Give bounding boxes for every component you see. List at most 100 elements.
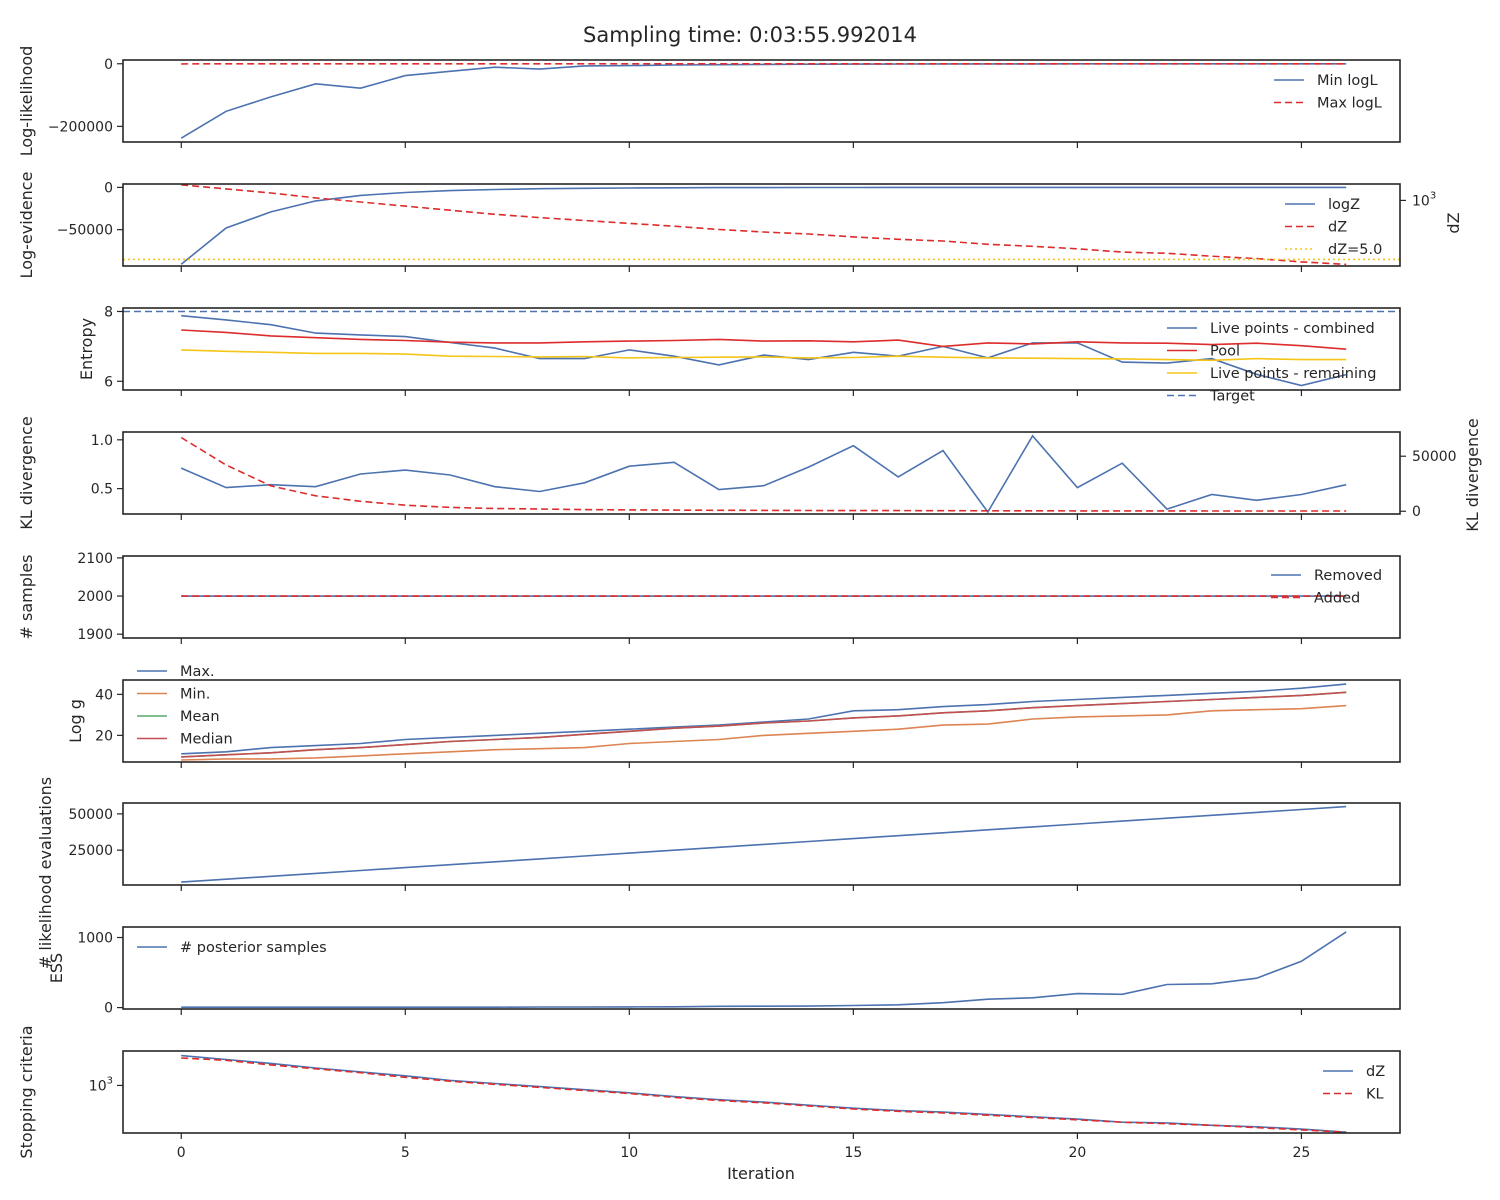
y-axis-label: Log-likelihood (17, 46, 36, 157)
legend-label: Mean (180, 709, 220, 725)
figure-title: Sampling time: 0:03:55.992014 (583, 23, 917, 47)
series-logz (180, 186, 1347, 265)
y-axis-label: Log g (66, 699, 85, 743)
y-tick-label: 1.0 (91, 433, 113, 449)
y2-tick-exponent: 3 (1430, 190, 1436, 201)
legend-label: dZ (1366, 1064, 1385, 1080)
y-tick-label: −200000 (48, 119, 113, 135)
y-tick-label: 103 (89, 1075, 113, 1094)
series-live-points-combined (181, 314, 1347, 387)
x-tick-label: 20 (1068, 1145, 1086, 1161)
x-axis-label: Iteration (727, 1164, 795, 1183)
axes-frame (122, 679, 1401, 763)
axes-frame (122, 431, 1401, 515)
legend-label: Target (1209, 389, 1255, 405)
series-group (181, 683, 1347, 761)
axes-frame (122, 1050, 1401, 1134)
x-tick-label: 25 (1293, 1145, 1311, 1161)
y-tick-label: 2000 (77, 589, 113, 605)
legend-label: KL (1366, 1087, 1384, 1103)
legend: logZ dZ dZ=5.0 (1285, 197, 1382, 258)
legend-label: Live points - remaining (1210, 366, 1376, 382)
series--posterior-samples (181, 931, 1347, 1009)
series-group (123, 310, 1400, 387)
y2-tick-label: 50000 (1412, 449, 1457, 465)
series-group (180, 62, 1347, 139)
y2-tick-label: 103 (1412, 190, 1436, 209)
axes-frame (122, 926, 1401, 1010)
x-tick-label: 0 (177, 1145, 186, 1161)
legend-label: Median (180, 732, 233, 748)
legend-label: # posterior samples (180, 940, 327, 956)
y-tick-label: 1900 (77, 627, 113, 643)
series-live-points-remaining (181, 349, 1347, 362)
legend-label: Live points - combined (1210, 321, 1375, 337)
series-median (181, 691, 1347, 758)
y-axis-label: Entropy (77, 318, 96, 380)
y-axis-label: # likelihood evaluations (36, 777, 55, 969)
x-tick-label: 5 (401, 1145, 410, 1161)
legend-label: dZ=5.0 (1328, 242, 1382, 258)
y-tick-label: 20 (95, 728, 113, 744)
axes-frame (122, 183, 1401, 267)
y-tick-label: 25000 (68, 843, 113, 859)
legend: Min logL Max logL (1274, 73, 1382, 112)
y-axis-label: ESS (47, 953, 66, 983)
y-tick-label: 8 (104, 304, 113, 320)
y-tick-label: 0 (104, 180, 113, 196)
legend-label: Removed (1314, 568, 1382, 584)
y-tick-label: 6 (104, 374, 113, 390)
panel-6: 40 20 Log g Max. Min. Mean Median (66, 664, 1401, 768)
panel-3: 8 6 Entropy Live points - combined Pool Live … (77, 304, 1401, 405)
y-axis-label: # samples (17, 555, 36, 640)
panel-4: 1.0 0.5 50000 0 KL divergence KL divergence (17, 416, 1482, 531)
y-tick-label: 40 (95, 687, 113, 703)
legend-label: Min. (180, 687, 210, 703)
y-tick-label: −50000 (57, 223, 113, 239)
legend: Max. Min. Mean Median (137, 664, 233, 748)
legend-label: Pool (1210, 344, 1240, 360)
y-axis-label: Stopping criteria (17, 1025, 36, 1158)
y2-tick-label: 0 (1412, 504, 1421, 520)
legend: dZ KL (1323, 1064, 1385, 1103)
y-tick-label: 2100 (77, 551, 113, 567)
y2-axis-label: dZ (1444, 212, 1463, 233)
y-tick-label: 50000 (68, 807, 113, 823)
panels: 0 −200000 Log-likelihood Min logL Max logL 0 −… (17, 46, 1482, 1161)
y-tick-label: 0 (104, 1001, 113, 1017)
series-dz (181, 1054, 1347, 1133)
series-group (181, 931, 1347, 1009)
axes-frame (122, 307, 1401, 391)
series-pool (181, 329, 1347, 350)
axes-frame (122, 59, 1401, 143)
series-group (181, 1054, 1347, 1133)
series-group (180, 434, 1347, 514)
panel-5: 2100 2000 1900 # samples Removed Added (17, 551, 1401, 644)
y-tick-exponent: 3 (107, 1075, 113, 1086)
legend-label: Max logL (1317, 96, 1382, 112)
x-tick-label: 10 (620, 1145, 638, 1161)
y-axis-label: Log-evidence (17, 172, 36, 279)
series-group (123, 184, 1400, 266)
y-axis-label: KL divergence (17, 416, 36, 529)
series-group (181, 805, 1347, 883)
series-line-2 (180, 436, 1347, 512)
legend: # posterior samples (137, 940, 327, 956)
legend-label: Max. (180, 664, 215, 680)
panel-2: 0 −50000 103 Log-evidence dZ logZ dZ dZ=5.0 (17, 172, 1463, 279)
legend-label: Added (1314, 591, 1360, 607)
y-tick-label: 0 (104, 57, 113, 73)
series-kl (181, 1057, 1347, 1133)
series-line-1 (181, 805, 1347, 883)
y-tick-label: 0.5 (91, 482, 113, 498)
legend-label: logZ (1328, 197, 1360, 213)
series-line-1 (180, 434, 1347, 514)
y-tick-label: 1000 (77, 931, 113, 947)
series-max- (181, 683, 1347, 755)
axes-frame (122, 802, 1401, 886)
legend-label: dZ (1328, 220, 1347, 236)
x-tick-label: 15 (844, 1145, 862, 1161)
panel-1: 0 −200000 Log-likelihood Min logL Max logL (17, 46, 1401, 157)
